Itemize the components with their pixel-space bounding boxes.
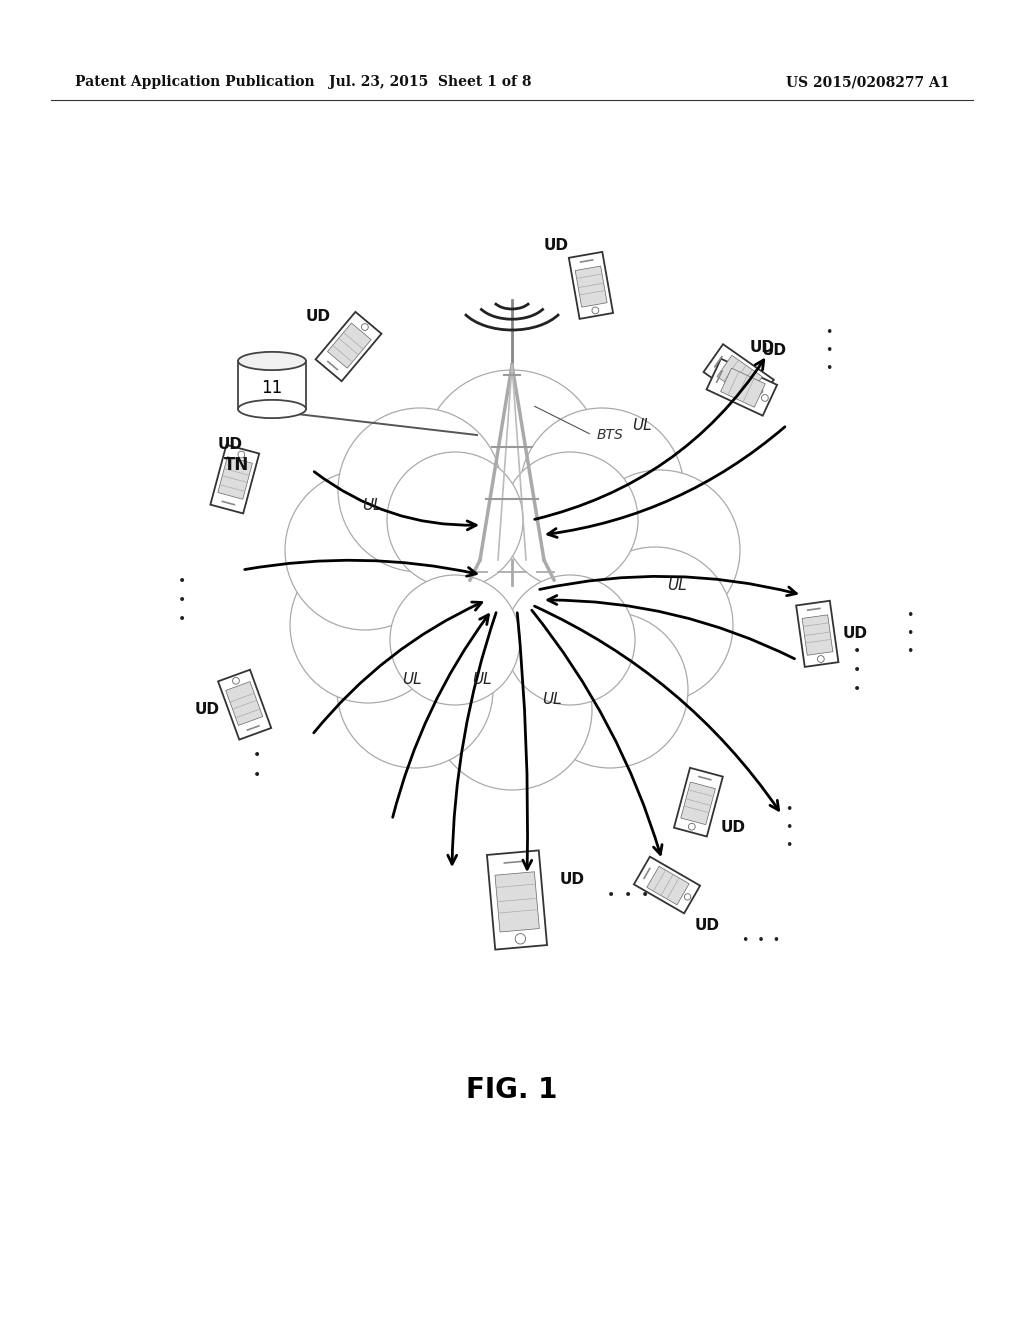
Text: •
•
•: • • • (906, 610, 914, 659)
Circle shape (532, 612, 688, 768)
Circle shape (577, 546, 733, 704)
Circle shape (432, 630, 592, 789)
Text: •  •  •: • • • (742, 933, 780, 946)
Text: UD: UD (721, 820, 745, 834)
Polygon shape (681, 781, 716, 825)
Text: •  •  •: • • • (607, 888, 649, 902)
Circle shape (502, 451, 638, 587)
Circle shape (290, 546, 446, 704)
Text: UD: UD (217, 437, 243, 451)
Polygon shape (210, 445, 259, 513)
Circle shape (580, 470, 740, 630)
Polygon shape (328, 323, 371, 368)
Polygon shape (315, 312, 382, 381)
Text: UL: UL (668, 578, 687, 593)
Circle shape (684, 894, 691, 900)
Circle shape (422, 370, 602, 550)
Circle shape (515, 933, 525, 944)
Polygon shape (647, 866, 689, 904)
Polygon shape (674, 768, 723, 837)
Polygon shape (238, 360, 306, 409)
Text: UD: UD (750, 339, 774, 355)
Text: BTS: BTS (597, 428, 624, 442)
Text: UD: UD (559, 873, 585, 887)
Polygon shape (717, 355, 762, 397)
Text: UL: UL (402, 672, 422, 688)
Text: •
•: • • (253, 748, 261, 781)
Polygon shape (218, 457, 252, 499)
Text: Patent Application Publication: Patent Application Publication (75, 75, 314, 88)
Circle shape (387, 451, 523, 587)
Text: UL: UL (472, 672, 492, 688)
Circle shape (817, 656, 824, 663)
Ellipse shape (238, 400, 306, 418)
Circle shape (238, 451, 245, 458)
Circle shape (232, 677, 240, 684)
Circle shape (592, 308, 599, 314)
Polygon shape (487, 850, 547, 949)
Circle shape (390, 576, 520, 705)
Polygon shape (495, 871, 540, 932)
Text: UD: UD (694, 917, 720, 932)
Text: •
•
•: • • • (825, 326, 833, 375)
Polygon shape (634, 857, 700, 913)
Circle shape (762, 395, 768, 401)
Text: •
•
•: • • • (784, 803, 793, 851)
Text: UL: UL (632, 417, 652, 433)
Text: UD: UD (544, 238, 568, 253)
Polygon shape (802, 615, 833, 655)
Text: FIG. 1: FIG. 1 (466, 1076, 558, 1104)
Polygon shape (225, 681, 263, 726)
Text: UD: UD (761, 343, 786, 359)
Text: •
•
•: • • • (853, 644, 861, 697)
Circle shape (338, 408, 502, 572)
Circle shape (756, 387, 763, 393)
Polygon shape (703, 345, 774, 408)
Circle shape (505, 576, 635, 705)
Polygon shape (575, 267, 607, 308)
Text: TN: TN (224, 455, 250, 474)
Ellipse shape (238, 352, 306, 370)
Polygon shape (796, 601, 839, 667)
Circle shape (437, 506, 587, 655)
Circle shape (688, 824, 695, 830)
Text: UD: UD (306, 309, 331, 323)
Circle shape (361, 323, 369, 330)
Text: UL: UL (362, 498, 382, 512)
Text: UD: UD (843, 626, 867, 642)
Polygon shape (707, 359, 777, 416)
Circle shape (337, 612, 493, 768)
Polygon shape (568, 252, 613, 319)
Text: •
•
•: • • • (178, 573, 186, 627)
Circle shape (285, 470, 445, 630)
Polygon shape (721, 368, 765, 408)
Polygon shape (218, 669, 271, 739)
Text: 11: 11 (261, 379, 283, 397)
Text: US 2015/0208277 A1: US 2015/0208277 A1 (786, 75, 950, 88)
Circle shape (520, 408, 684, 572)
Text: UD: UD (195, 702, 219, 717)
Text: UL: UL (542, 693, 562, 708)
Text: Jul. 23, 2015  Sheet 1 of 8: Jul. 23, 2015 Sheet 1 of 8 (329, 75, 531, 88)
